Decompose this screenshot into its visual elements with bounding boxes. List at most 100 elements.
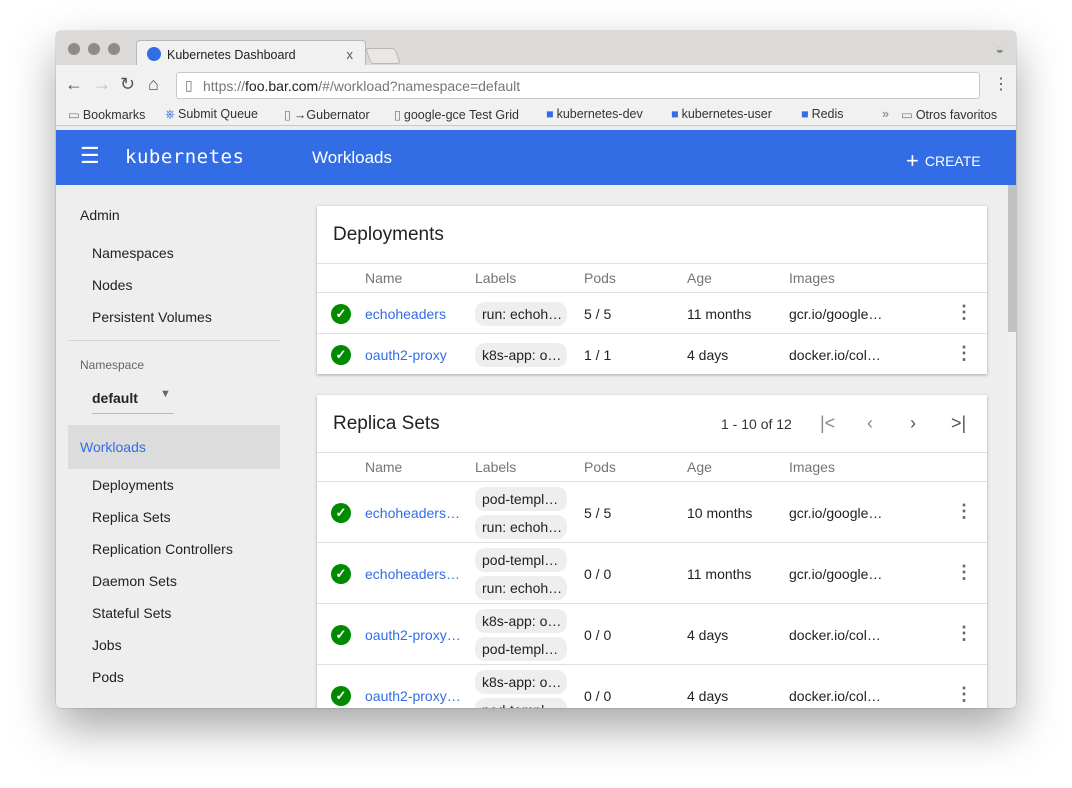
label-chip[interactable]: run: echoh… bbox=[475, 301, 567, 326]
kubernetes-icon: ⎈ bbox=[165, 107, 176, 121]
sidebar-item-replication-controllers[interactable]: Replication Controllers bbox=[92, 541, 233, 557]
age: 10 months bbox=[687, 504, 753, 521]
sidebar-item-pods[interactable]: Pods bbox=[92, 669, 124, 685]
label-chip[interactable]: pod-templ… bbox=[475, 698, 567, 708]
deployments-card: Deployments Name Labels Pods Age Images … bbox=[317, 206, 987, 374]
page-icon: ▯ bbox=[185, 77, 193, 93]
images: docker.io/col… bbox=[789, 687, 881, 704]
status-ok-icon: ✓ bbox=[331, 502, 351, 523]
dropdown-arrow-icon: ▼ bbox=[160, 388, 171, 400]
previous-page-icon[interactable]: ‹ bbox=[867, 413, 873, 433]
app-header: ☰ kubernetes Workloads + CREATE bbox=[56, 130, 1016, 185]
column-images: Images bbox=[789, 270, 835, 286]
home-icon[interactable]: ⌂ bbox=[148, 74, 159, 94]
address-bar[interactable]: ▯ https://foo.bar.com/#/workload?namespa… bbox=[176, 72, 980, 99]
last-page-icon[interactable]: >| bbox=[951, 413, 967, 433]
resource-name-link[interactable]: oauth2-proxy bbox=[365, 346, 447, 363]
bookmark-label: Submit Queue bbox=[178, 107, 258, 121]
column-name[interactable]: Name bbox=[365, 459, 403, 475]
column-age[interactable]: Age bbox=[687, 270, 712, 286]
reload-icon[interactable]: ↻ bbox=[120, 74, 136, 94]
back-icon[interactable]: ← bbox=[65, 74, 83, 94]
column-images: Images bbox=[789, 459, 835, 475]
close-window-button[interactable] bbox=[68, 43, 80, 55]
sidebar-item-namespaces[interactable]: Namespaces bbox=[92, 245, 174, 261]
more-options-icon[interactable]: ⋮ bbox=[955, 342, 973, 363]
column-name[interactable]: Name bbox=[365, 270, 403, 286]
first-page-icon[interactable]: |< bbox=[820, 413, 836, 433]
pods-count: 1 / 1 bbox=[584, 346, 612, 363]
status-ok-icon: ✓ bbox=[331, 624, 351, 645]
new-tab-button[interactable] bbox=[365, 48, 401, 64]
brand-logo[interactable]: kubernetes bbox=[125, 146, 245, 168]
age: 4 days bbox=[687, 626, 729, 643]
resource-name-link[interactable]: echoheaders… bbox=[365, 565, 460, 582]
sidebar-item-deployments[interactable]: Deployments bbox=[92, 477, 174, 493]
scrollbar[interactable] bbox=[1008, 185, 1016, 708]
sidebar-heading-admin[interactable]: Admin bbox=[80, 207, 120, 223]
url-host: foo.bar.com bbox=[245, 78, 319, 94]
column-labels: Labels bbox=[475, 270, 517, 286]
create-button[interactable]: + CREATE bbox=[906, 146, 981, 173]
hamburger-menu-icon[interactable]: ☰ bbox=[80, 143, 100, 168]
sidebar-item-nodes[interactable]: Nodes bbox=[92, 277, 133, 293]
bookmark-item[interactable]: ▯ →Gubernator bbox=[284, 107, 370, 122]
label-chip[interactable]: run: echoh… bbox=[475, 576, 567, 600]
sidebar-item-jobs[interactable]: Jobs bbox=[92, 637, 122, 653]
bookmark-item[interactable]: ▭ Bookmarks bbox=[68, 107, 145, 122]
bookmark-label: Redis bbox=[811, 107, 844, 121]
bookmark-item[interactable]: ■ kubernetes-user bbox=[671, 107, 772, 121]
bookmark-item[interactable]: ■ Redis bbox=[801, 107, 844, 121]
bookmarks-overflow[interactable]: » bbox=[882, 107, 889, 121]
resource-name-link[interactable]: echoheaders bbox=[365, 305, 446, 322]
bookmark-item[interactable]: ▯ google-gce Test Grid bbox=[394, 107, 519, 122]
more-options-icon[interactable]: ⋮ bbox=[955, 683, 973, 704]
resource-name-link[interactable]: oauth2-proxy… bbox=[365, 626, 461, 643]
sidebar: Admin Namespaces Nodes Persistent Volume… bbox=[56, 185, 296, 708]
label-chip[interactable]: pod-templ… bbox=[475, 637, 567, 661]
menu-icon[interactable]: ⋮ bbox=[993, 76, 1009, 93]
label-chip[interactable]: pod-templ… bbox=[475, 548, 567, 572]
label-chip[interactable]: k8s-app: o… bbox=[475, 670, 567, 694]
more-options-icon[interactable]: ⋮ bbox=[955, 561, 973, 582]
sidebar-item-replica-sets[interactable]: Replica Sets bbox=[92, 509, 171, 525]
bookmark-item[interactable]: ■ kubernetes-dev bbox=[546, 107, 643, 121]
next-page-icon[interactable]: › bbox=[910, 413, 916, 433]
status-ok-icon: ✓ bbox=[331, 685, 351, 706]
sidebar-item-stateful-sets[interactable]: Stateful Sets bbox=[92, 605, 172, 621]
sidebar-item-persistent-volumes[interactable]: Persistent Volumes bbox=[92, 309, 212, 325]
maximize-window-button[interactable] bbox=[108, 43, 120, 55]
column-pods: Pods bbox=[584, 270, 616, 286]
tab-close-icon[interactable]: x bbox=[346, 47, 354, 62]
pods-count: 0 / 0 bbox=[584, 626, 612, 643]
sidebar-item-label: Workloads bbox=[80, 439, 146, 455]
label-chip[interactable]: k8s-app: o… bbox=[475, 342, 567, 367]
resource-name-link[interactable]: oauth2-proxy… bbox=[365, 687, 461, 704]
column-age[interactable]: Age bbox=[687, 459, 712, 475]
sidebar-item-daemon-sets[interactable]: Daemon Sets bbox=[92, 573, 177, 589]
age: 11 months bbox=[687, 565, 752, 582]
label-chip[interactable]: run: echoh… bbox=[475, 515, 567, 539]
forward-icon[interactable]: → bbox=[93, 74, 111, 94]
label-chip[interactable]: k8s-app: o… bbox=[475, 609, 567, 633]
resource-name-link[interactable]: echoheaders… bbox=[365, 504, 460, 521]
plus-icon: + bbox=[906, 148, 919, 173]
more-options-icon[interactable]: ⋮ bbox=[955, 500, 973, 521]
sidebar-item-workloads[interactable]: Workloads bbox=[68, 425, 280, 469]
bookmark-item[interactable]: ⎈ Submit Queue bbox=[165, 107, 258, 122]
status-ok-icon: ✓ bbox=[331, 344, 351, 365]
pods-count: 5 / 5 bbox=[584, 504, 612, 521]
other-bookmarks[interactable]: ▭ Otros favoritos bbox=[901, 107, 997, 122]
pods-count: 5 / 5 bbox=[584, 305, 612, 322]
page-icon: ▯ bbox=[284, 108, 291, 122]
status-ok-icon: ✓ bbox=[331, 303, 351, 324]
minimize-window-button[interactable] bbox=[88, 43, 100, 55]
label-chip[interactable]: pod-templ… bbox=[475, 487, 567, 511]
browser-tab[interactable]: Kubernetes Dashboard x bbox=[136, 40, 366, 66]
scrollbar-thumb[interactable] bbox=[1008, 185, 1016, 332]
more-options-icon[interactable]: ⋮ bbox=[955, 301, 973, 322]
page-icon: ▯ bbox=[394, 108, 401, 122]
more-options-icon[interactable]: ⋮ bbox=[955, 622, 973, 643]
namespace-select[interactable]: default ▼ bbox=[92, 388, 174, 414]
table-row: ✓ oauth2-proxy… k8s-app: o… pod-templ… 0 … bbox=[317, 664, 987, 708]
